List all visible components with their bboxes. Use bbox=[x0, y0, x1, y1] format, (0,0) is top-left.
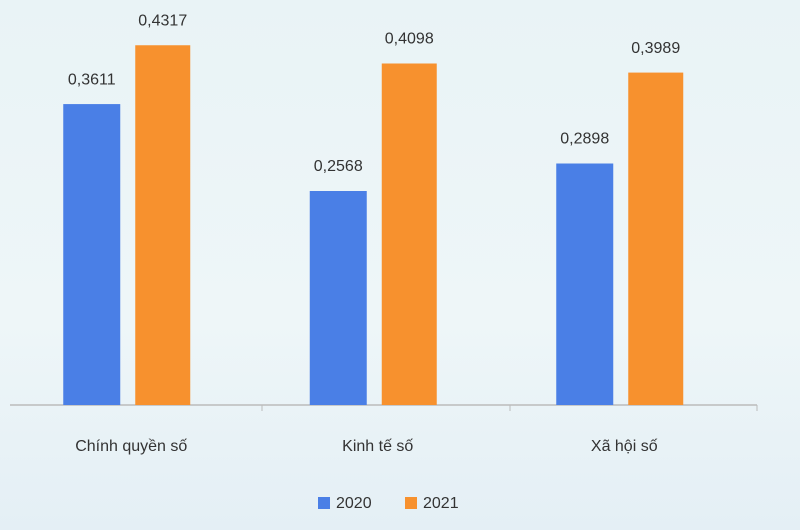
value-label: 0,2898 bbox=[560, 131, 609, 148]
legend-label: 2021 bbox=[423, 495, 459, 512]
bar bbox=[556, 163, 614, 405]
legend-label: 2020 bbox=[336, 495, 372, 512]
bar bbox=[381, 63, 437, 405]
value-label: 0,3989 bbox=[631, 40, 680, 57]
bar bbox=[309, 191, 367, 405]
value-label: 0,3611 bbox=[68, 71, 116, 88]
x-tick-label: Xã hội số bbox=[591, 438, 658, 455]
x-tick-label: Chính quyền số bbox=[75, 438, 187, 455]
x-tick-label: Kinh tế số bbox=[342, 438, 413, 455]
bar bbox=[135, 45, 191, 405]
value-label: 0,4317 bbox=[138, 12, 187, 29]
value-label: 0,2568 bbox=[314, 158, 363, 175]
legend-swatch bbox=[405, 497, 417, 509]
legend-swatch bbox=[318, 497, 330, 509]
value-label: 0,4098 bbox=[385, 31, 434, 48]
bar bbox=[63, 104, 121, 405]
bar bbox=[628, 72, 684, 405]
